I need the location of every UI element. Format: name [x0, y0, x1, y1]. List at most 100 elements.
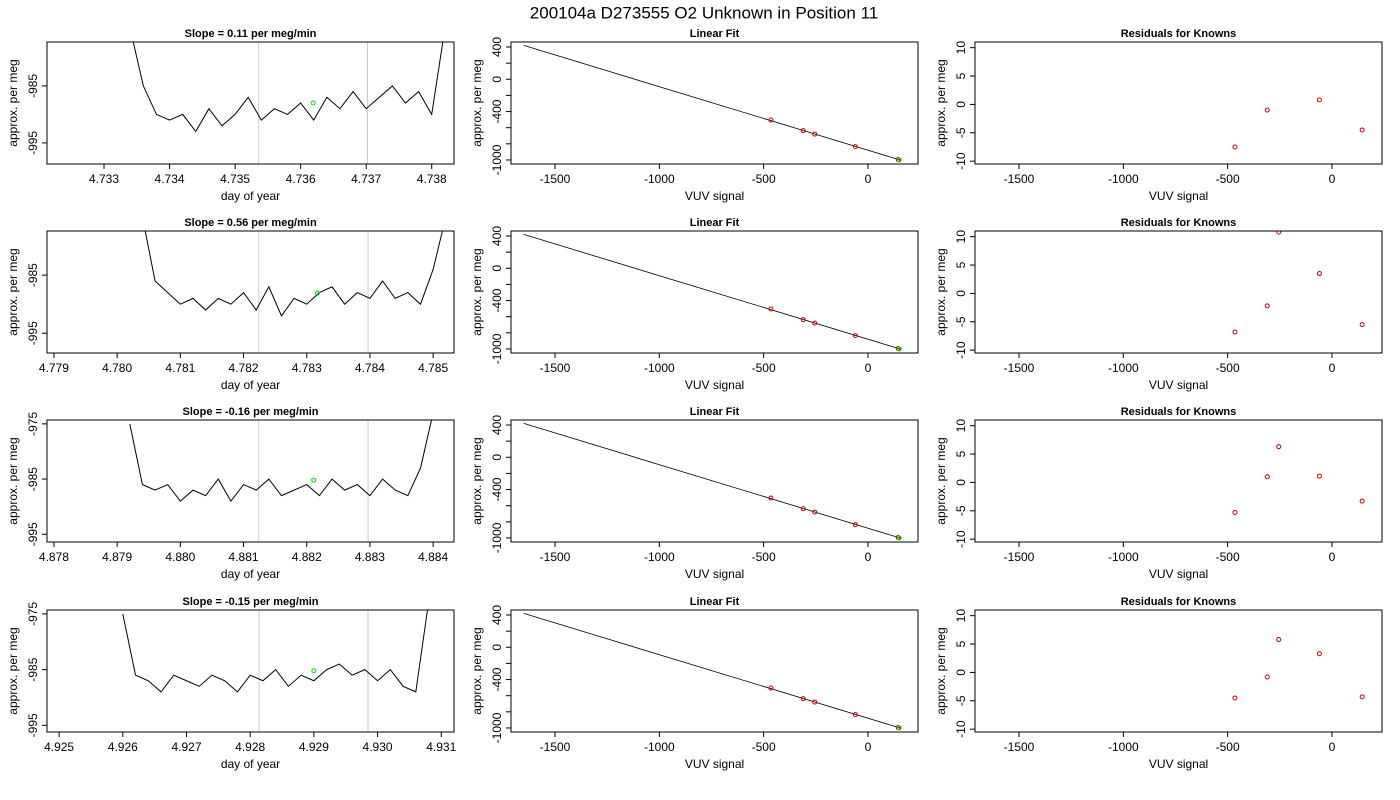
residual-point [1232, 329, 1238, 335]
x-axis-label: VUV signal [685, 757, 744, 771]
y-tick-label: 5 [954, 450, 968, 457]
x-tick-label: 4.736 [286, 172, 316, 186]
x-tick-label: -500 [1216, 740, 1240, 754]
residual-point [1264, 303, 1270, 309]
fit-line [523, 423, 902, 539]
x-tick-label: -1000 [1108, 550, 1139, 564]
panel-title: Linear Fit [690, 596, 740, 608]
known-point [852, 522, 858, 528]
y-tick-label: 5 [954, 72, 968, 79]
x-tick-label: 4.926 [108, 740, 138, 754]
x-tick-label: -500 [1216, 361, 1240, 375]
unknown-point [896, 346, 902, 352]
x-tick-label: -1500 [1004, 172, 1035, 186]
y-tick-label: -5 [954, 695, 968, 706]
known-point [768, 117, 774, 123]
residual-point [1276, 444, 1282, 450]
y-tick-label: 0 [490, 265, 504, 272]
panel-title: Linear Fit [690, 28, 740, 40]
y-axis-label: approx. per meg [6, 248, 20, 335]
x-tick-label: 4.738 [417, 172, 447, 186]
plot-area [523, 423, 902, 541]
fit-line [523, 613, 902, 729]
x-axis-label: VUV signal [1149, 757, 1208, 771]
x-tick-label: 4.881 [229, 550, 259, 564]
y-tick-label: 400 [490, 226, 504, 246]
x-tick-label: -500 [752, 172, 776, 186]
x-tick-label: 4.931 [426, 740, 456, 754]
x-tick-label: -1500 [1004, 361, 1035, 375]
y-tick-label: -5 [954, 316, 968, 327]
panel-title: Residuals for Knowns [1121, 217, 1237, 229]
y-tick-label: -995 [26, 713, 40, 737]
y-axis-label: approx. per meg [470, 59, 484, 146]
x-tick-label: -500 [752, 550, 776, 564]
plot-frame [510, 230, 919, 354]
x-tick-label: -500 [1216, 172, 1240, 186]
plot-frame [510, 609, 919, 733]
x-tick-label: 4.737 [351, 172, 381, 186]
known-point [800, 696, 806, 702]
trace [129, 420, 433, 503]
y-tick-label: 10 [954, 230, 968, 244]
residual-point [1276, 231, 1282, 235]
y-axis-label: approx. per meg [934, 437, 948, 524]
plot-area [129, 420, 433, 542]
y-tick-label: -10 [954, 530, 968, 548]
y-axis-label: approx. per meg [6, 59, 20, 146]
x-axis-label: day of year [221, 189, 280, 203]
x-tick-label: 0 [865, 550, 872, 564]
residual-point [1316, 271, 1322, 277]
panel-title: Slope = 0.11 per meg/min [185, 28, 317, 40]
plot-frame [46, 230, 455, 354]
x-tick-label: -1500 [540, 172, 571, 186]
y-tick-label: -985 [26, 467, 40, 491]
plot-area [523, 234, 902, 352]
y-tick-label: 10 [954, 419, 968, 433]
y-tick-label: -10 [954, 720, 968, 738]
x-tick-label: 4.929 [299, 740, 329, 754]
panel-title: Slope = 0.56 per meg/min [184, 217, 317, 229]
x-tick-label: 0 [865, 740, 872, 754]
known-point [800, 128, 806, 134]
plot-frame [46, 419, 455, 543]
x-tick-label: 4.883 [355, 550, 385, 564]
panel-title: Residuals for Knowns [1121, 596, 1237, 608]
x-tick-label: 0 [1329, 550, 1336, 564]
plot-frame [46, 41, 455, 165]
residual-point [1232, 509, 1238, 515]
residual-point [1316, 97, 1322, 103]
x-tick-label: 0 [1329, 361, 1336, 375]
y-axis-label: approx. per meg [470, 627, 484, 714]
x-tick-label: 4.930 [363, 740, 393, 754]
y-tick-label: 0 [954, 290, 968, 297]
y-tick-label: 5 [954, 261, 968, 268]
x-axis-label: day of year [221, 757, 280, 771]
x-tick-label: -1000 [644, 172, 675, 186]
y-tick-label: -1000 [490, 522, 504, 553]
residual-point [1264, 474, 1270, 480]
mean-point [311, 477, 317, 483]
y-axis-label: approx. per meg [6, 437, 20, 524]
panel-title: Linear Fit [690, 406, 740, 418]
y-axis-label: approx. per meg [470, 437, 484, 524]
y-tick-label: -10 [954, 152, 968, 170]
x-tick-label: -1000 [1108, 361, 1139, 375]
y-tick-label: -1000 [490, 712, 504, 743]
x-tick-label: -500 [752, 361, 776, 375]
x-tick-label: 0 [865, 361, 872, 375]
x-tick-label: -1000 [644, 740, 675, 754]
x-tick-label: -500 [1216, 550, 1240, 564]
residual-point [1316, 651, 1322, 657]
x-axis-label: day of year [221, 378, 280, 392]
x-tick-label: 4.733 [89, 172, 119, 186]
x-tick-label: -1000 [1108, 172, 1139, 186]
x-tick-label: 4.879 [102, 550, 132, 564]
x-axis-label: VUV signal [1149, 189, 1208, 203]
y-tick-label: 0 [490, 76, 504, 83]
known-point [812, 131, 818, 137]
plot-area [1232, 637, 1365, 701]
x-tick-label: 0 [1329, 740, 1336, 754]
y-tick-label: 0 [954, 669, 968, 676]
y-tick-label: 0 [490, 454, 504, 461]
